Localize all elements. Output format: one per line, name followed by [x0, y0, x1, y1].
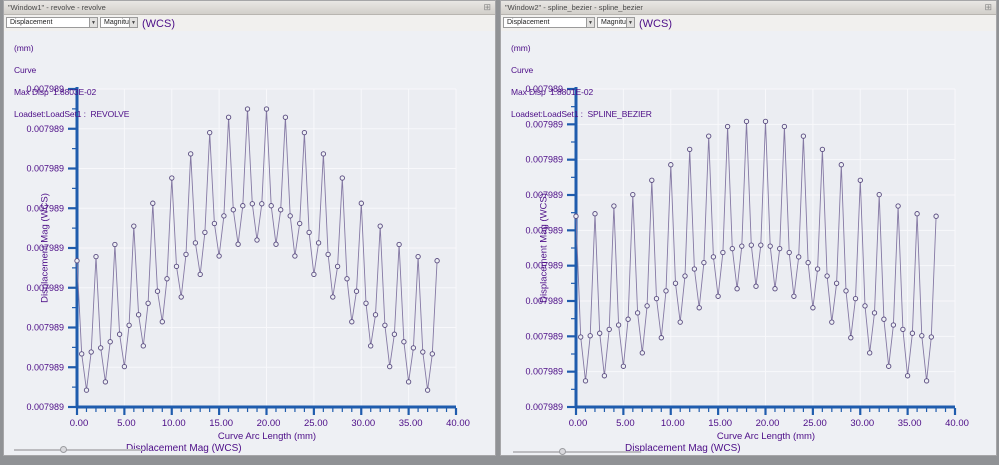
animation-slider[interactable]	[14, 446, 142, 454]
info-entity: Curve	[511, 65, 534, 76]
slider-track[interactable]	[513, 451, 641, 453]
svg-text:0.007989: 0.007989	[525, 367, 563, 377]
quantity-dropdown[interactable]: Displacement	[503, 17, 587, 28]
svg-text:20.00: 20.00	[257, 418, 281, 429]
svg-text:5.00: 5.00	[616, 418, 635, 429]
result-window-spline-bezier: "Window2" - spline_bezier - spline_bezie…	[500, 0, 997, 456]
svg-text:25.00: 25.00	[803, 418, 827, 429]
slider-track[interactable]	[14, 449, 142, 451]
quantity-dropdown-arrow-icon[interactable]: ▼	[89, 17, 98, 28]
svg-text:25.00: 25.00	[304, 418, 328, 429]
info-units: (mm)	[511, 42, 531, 53]
svg-text:20.00: 20.00	[756, 418, 780, 429]
svg-text:0.007989: 0.007989	[26, 362, 64, 372]
x-axis-title: Curve Arc Length (mm)	[716, 431, 816, 442]
svg-text:35.00: 35.00	[898, 418, 922, 429]
window-titlebar[interactable]: "Window2" - spline_bezier - spline_bezie…	[501, 1, 996, 15]
svg-text:0.007989: 0.007989	[26, 124, 64, 134]
svg-text:0.007989: 0.007989	[26, 243, 64, 253]
svg-text:15.00: 15.00	[708, 418, 732, 429]
dock-grid-icon[interactable]: ⊞	[483, 2, 491, 12]
svg-text:0.007989: 0.007989	[525, 84, 563, 94]
svg-text:0.007989: 0.007989	[525, 225, 563, 235]
component-dropdown-arrow-icon[interactable]: ▼	[129, 17, 138, 28]
result-toolbar: Displacement ▼ Magnitude ▼ (WCS)	[501, 15, 996, 31]
result-info-block: (mm) Curve Max Disp 1.8803E-02 Loadset:L…	[14, 30, 129, 134]
slider-thumb[interactable]	[60, 446, 67, 453]
window-title: "Window1" - revolve - revolve	[8, 3, 106, 12]
component-dropdown[interactable]: Magnitude	[100, 17, 130, 28]
svg-text:0.007989: 0.007989	[525, 119, 563, 129]
y-axis-title: Displacement Mag (WCS)	[538, 193, 550, 303]
svg-text:40.00: 40.00	[945, 418, 969, 429]
series-legend: Displacement Mag (WCS)	[126, 443, 242, 454]
svg-text:0.007989: 0.007989	[525, 190, 563, 200]
svg-text:0.007989: 0.007989	[26, 402, 64, 412]
animation-slider[interactable]	[513, 448, 641, 456]
result-info-block: (mm) Curve Max Disp 1.8801E-02 Loadset:L…	[511, 30, 652, 134]
info-entity: Curve	[14, 65, 37, 76]
component-dropdown[interactable]: Magnitude	[597, 17, 627, 28]
result-window-revolve: "Window1" - revolve - revolve ⊞ Displace…	[3, 0, 496, 456]
svg-text:0.007989: 0.007989	[525, 402, 563, 412]
svg-text:30.00: 30.00	[351, 418, 375, 429]
svg-text:0.007989: 0.007989	[525, 296, 563, 306]
info-max-disp: Max Disp 1.8803E-02	[14, 87, 97, 98]
svg-text:40.00: 40.00	[446, 418, 470, 429]
svg-text:30.00: 30.00	[850, 418, 874, 429]
quantity-dropdown-arrow-icon[interactable]: ▼	[586, 17, 595, 28]
svg-text:0.007989: 0.007989	[26, 283, 64, 293]
chart-canvas: 0.007989 0.007989 0.007989 0.007989 0.007989…	[501, 1, 998, 462]
svg-text:0.007989: 0.007989	[525, 331, 563, 341]
svg-text:15.00: 15.00	[209, 418, 233, 429]
slider-thumb[interactable]	[559, 448, 566, 455]
svg-text:35.00: 35.00	[399, 418, 423, 429]
y-axis-title: Displacement Mag (WCS)	[39, 193, 51, 303]
svg-text:10.00: 10.00	[661, 418, 685, 429]
svg-text:0.007989: 0.007989	[525, 155, 563, 165]
svg-text:0.007989: 0.007989	[26, 323, 64, 333]
svg-text:0.00: 0.00	[569, 418, 588, 429]
window-titlebar[interactable]: "Window1" - revolve - revolve ⊞	[4, 1, 495, 15]
svg-text:5.00: 5.00	[117, 418, 136, 429]
x-axis-title: Curve Arc Length (mm)	[217, 431, 317, 442]
svg-text:0.007989: 0.007989	[525, 261, 563, 271]
result-toolbar: Displacement ▼ Magnitude ▼ (WCS)	[4, 15, 495, 31]
info-loadset: Loadset:LoadSet1 : REVOLVE	[14, 109, 130, 120]
info-max-disp: Max Disp 1.8801E-02	[511, 87, 594, 98]
svg-text:0.007989: 0.007989	[26, 164, 64, 174]
svg-text:0.00: 0.00	[70, 418, 89, 429]
svg-text:0.007989: 0.007989	[26, 84, 64, 94]
dock-grid-icon[interactable]: ⊞	[984, 2, 992, 12]
info-units: (mm)	[14, 42, 34, 53]
series-legend: Displacement Mag (WCS)	[625, 443, 741, 454]
window-title: "Window2" - spline_bezier - spline_bezie…	[505, 3, 643, 12]
info-loadset: Loadset:LoadSet1 : SPLINE_BEZIER	[511, 109, 652, 120]
component-dropdown-arrow-icon[interactable]: ▼	[626, 17, 635, 28]
csys-label: (WCS)	[142, 18, 175, 30]
svg-text:10.00: 10.00	[162, 418, 186, 429]
chart-canvas: 0.007989 0.007989 0.007989 0.007989 0.007989…	[4, 1, 497, 462]
quantity-dropdown[interactable]: Displacement	[6, 17, 90, 28]
svg-text:0.007989: 0.007989	[26, 203, 64, 213]
csys-label: (WCS)	[639, 18, 672, 30]
